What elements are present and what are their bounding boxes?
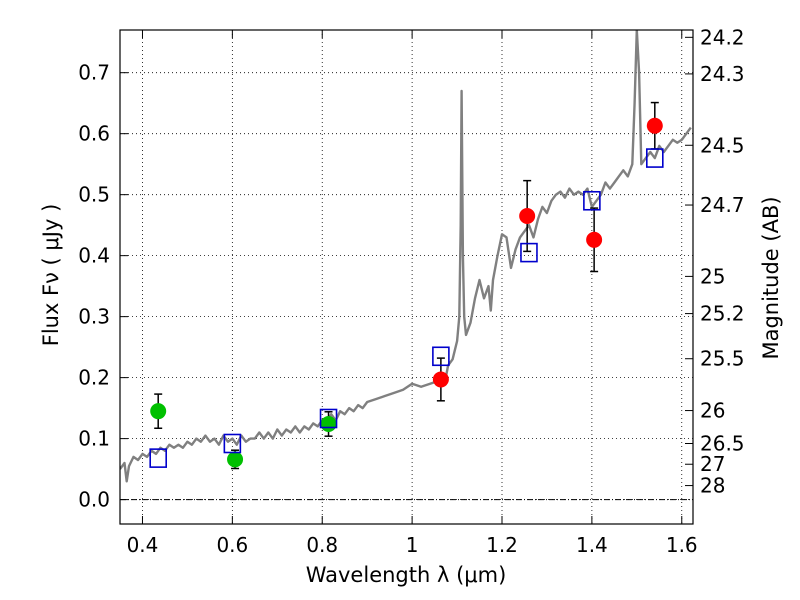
x-tick-label: 1.2 <box>486 533 518 557</box>
model-photometry-square <box>432 346 450 367</box>
y2-tick-label: 25.2 <box>700 302 745 326</box>
y2-axis-label: Magnitude (AB) <box>759 196 783 359</box>
series-group <box>120 30 692 483</box>
red-data-point <box>519 208 536 225</box>
y-tick-label: 0.2 <box>78 366 110 390</box>
x-tick-label: 0.8 <box>306 533 338 557</box>
green-data-point <box>227 451 244 468</box>
model-photometry-square <box>149 448 167 468</box>
green-data-point <box>320 415 337 432</box>
red-data-point <box>432 371 449 388</box>
model-photometry-square <box>520 242 538 263</box>
axes: 0.4 0.6 0.8 1 1.2 1.4 1.6 0.0 0.1 0.2 0.3 0.4 0.5 0.6… <box>78 25 744 557</box>
y2-tick-label: 24.3 <box>700 62 745 86</box>
y2-tick-label: 26.5 <box>700 431 745 455</box>
red-data-point <box>586 231 603 248</box>
model-photometry-square <box>645 148 664 168</box>
y-tick-label: 0.1 <box>78 427 110 451</box>
y-tick-label: 0.7 <box>78 61 110 85</box>
y-axis-label: Flux Fν ( μJy ) <box>39 204 63 347</box>
y2-tick-label: 24.5 <box>700 133 745 157</box>
red-data-point <box>646 117 663 134</box>
plot-frame <box>119 29 694 525</box>
x-tick-label: 1 <box>406 533 419 557</box>
x-axis-label: Wavelength λ (μm) <box>306 563 507 587</box>
model-photometry-square <box>319 408 338 429</box>
y2-tick-label: 27 <box>700 452 725 476</box>
x-tick-label: 1.4 <box>576 533 608 557</box>
y2-tick-label: 24.7 <box>700 193 745 217</box>
model-photometry-square <box>583 190 601 211</box>
y-tick-label: 0.3 <box>78 305 110 329</box>
plot-area <box>120 30 692 483</box>
axis-labels: Wavelength λ (μm) Flux Fν ( μJy ) Magnit… <box>39 196 783 587</box>
y-tick-label: 0.4 <box>78 244 110 268</box>
y-tick-label: 0.5 <box>78 183 110 207</box>
y2-tick-label: 25 <box>700 264 725 288</box>
model-photometry-square <box>223 433 242 454</box>
x-tick-label: 1.6 <box>666 533 698 557</box>
green-data-point <box>150 403 167 420</box>
y2-tick-label: 24.2 <box>700 25 745 49</box>
y2-tick-label: 25.5 <box>700 347 745 371</box>
y2-tick-label: 26 <box>700 399 725 423</box>
x-tick-label: 0.4 <box>127 533 159 557</box>
y2-tick-label: 28 <box>700 474 725 498</box>
y-tick-label: 0.6 <box>78 122 110 146</box>
y-tick-label: 0.0 <box>78 488 110 512</box>
x-tick-label: 0.6 <box>216 533 248 557</box>
